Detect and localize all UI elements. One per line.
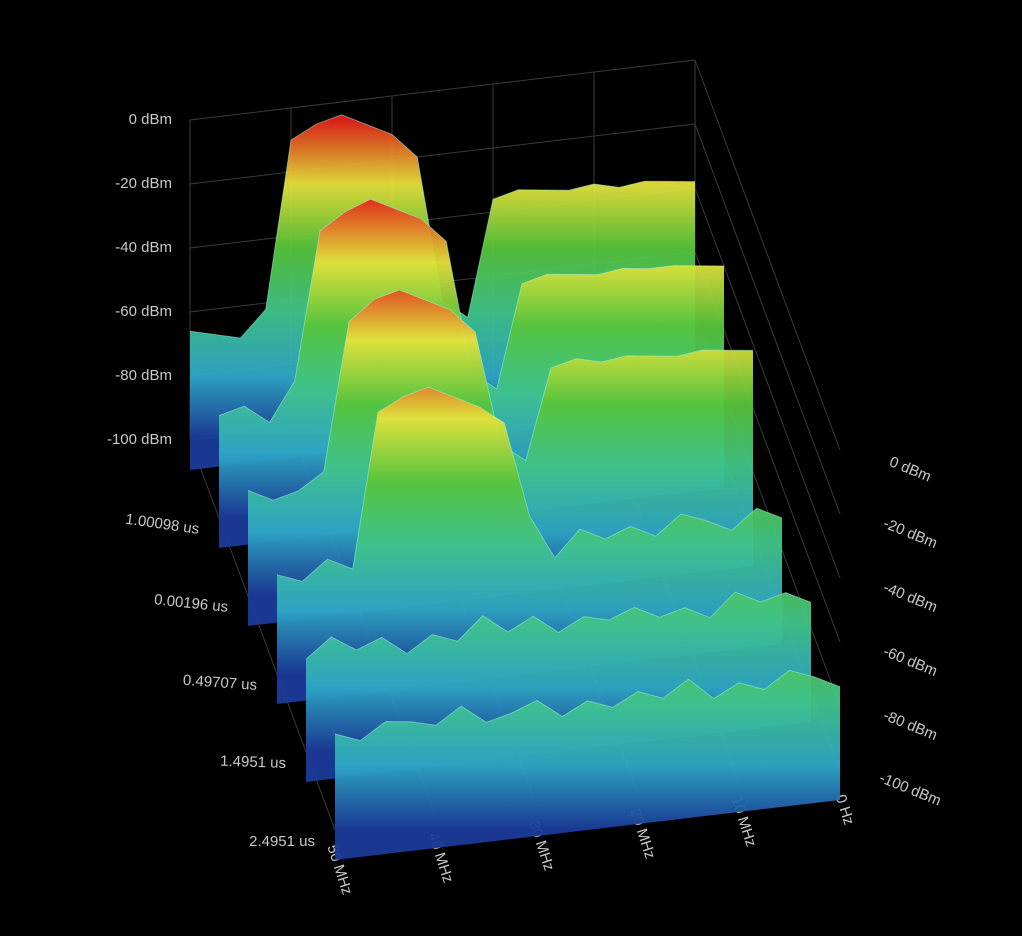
grid-line bbox=[189, 59, 696, 121]
grid-line bbox=[189, 123, 696, 185]
spectrum-trace bbox=[334, 669, 841, 742]
grid-line bbox=[694, 123, 841, 515]
spectrum-trace bbox=[305, 591, 812, 660]
z-tick-label: -100 dBm bbox=[107, 431, 172, 448]
time-tick-label: 2.4951 us bbox=[249, 833, 315, 850]
z-tick-label: -80 dBm bbox=[115, 367, 172, 384]
grid-line bbox=[694, 187, 841, 579]
grid-line bbox=[694, 59, 841, 451]
z-tick-label: -20 dBm bbox=[115, 175, 172, 192]
z-tick-label: 0 dBm bbox=[129, 111, 172, 128]
spectrum-trace bbox=[276, 386, 783, 582]
z-tick-label: -60 dBm bbox=[115, 303, 172, 320]
time-tick-label: 1.4951 us bbox=[220, 753, 286, 772]
time-tick-label: 0.49707 us bbox=[182, 672, 257, 694]
z-tick-label: -40 dBm bbox=[115, 239, 172, 256]
surface-fill bbox=[335, 670, 840, 860]
